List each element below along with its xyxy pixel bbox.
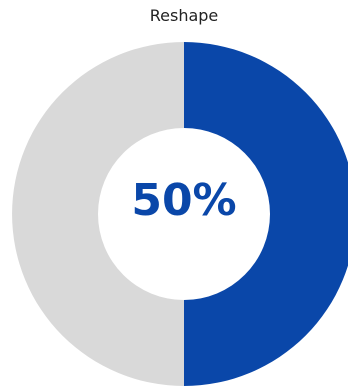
chart-title: Reshape [149,6,219,25]
donut-slice-1 [12,42,184,386]
donut-slice-0 [184,42,348,386]
center-percentage-label: 50% [131,175,237,226]
